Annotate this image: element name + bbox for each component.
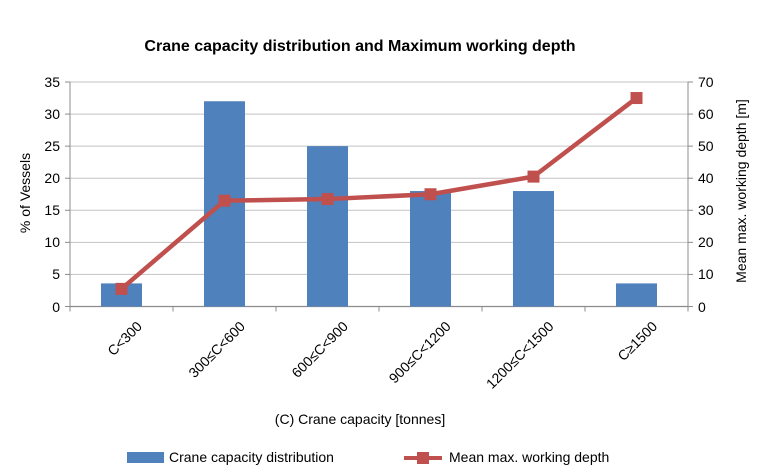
y-axis-left-tick-label: 0	[52, 298, 60, 315]
y-axis-left-tick-label: 15	[44, 202, 60, 219]
bar	[616, 283, 657, 307]
line-marker	[218, 194, 231, 207]
y-axis-right-tick-label: 70	[698, 74, 714, 90]
line-marker	[115, 282, 128, 295]
y-axis-right-tick-label: 50	[698, 138, 714, 155]
chart-title: Crane capacity distribution and Maximum …	[144, 38, 576, 55]
line-series	[120, 96, 638, 291]
y-axis-right-tick-label: 20	[698, 234, 714, 251]
y-axis-left-tick-label: 25	[44, 138, 60, 155]
line-marker	[630, 92, 643, 105]
bar	[410, 191, 451, 307]
y-axis-left-tick-label: 30	[44, 106, 60, 123]
y-axis-right-tick-label: 30	[698, 202, 714, 219]
y-axis-right-tick-label: 40	[698, 170, 714, 187]
line-marker	[527, 170, 540, 183]
y-axis-left-tick-label: 5	[52, 266, 60, 283]
line-marker	[424, 188, 437, 201]
y-axis-left-tick-label: 10	[44, 234, 60, 251]
y-axis-left-tick-label: 35	[44, 74, 60, 90]
line-marker	[321, 193, 334, 206]
bar	[101, 283, 142, 307]
y-axis-left-tick-label: 20	[44, 170, 60, 187]
bar	[307, 146, 348, 307]
y-axis-right-tick-label: 60	[698, 106, 714, 123]
y-axis-right-tick-label: 0	[698, 298, 706, 315]
x-axis-title: (C) Crane capacity [tonnes]	[274, 411, 446, 427]
bar	[513, 191, 554, 307]
y-axis-right-tick-label: 10	[698, 266, 714, 283]
